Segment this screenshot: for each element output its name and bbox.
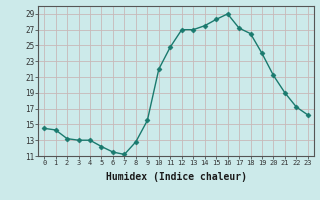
- X-axis label: Humidex (Indice chaleur): Humidex (Indice chaleur): [106, 172, 246, 182]
